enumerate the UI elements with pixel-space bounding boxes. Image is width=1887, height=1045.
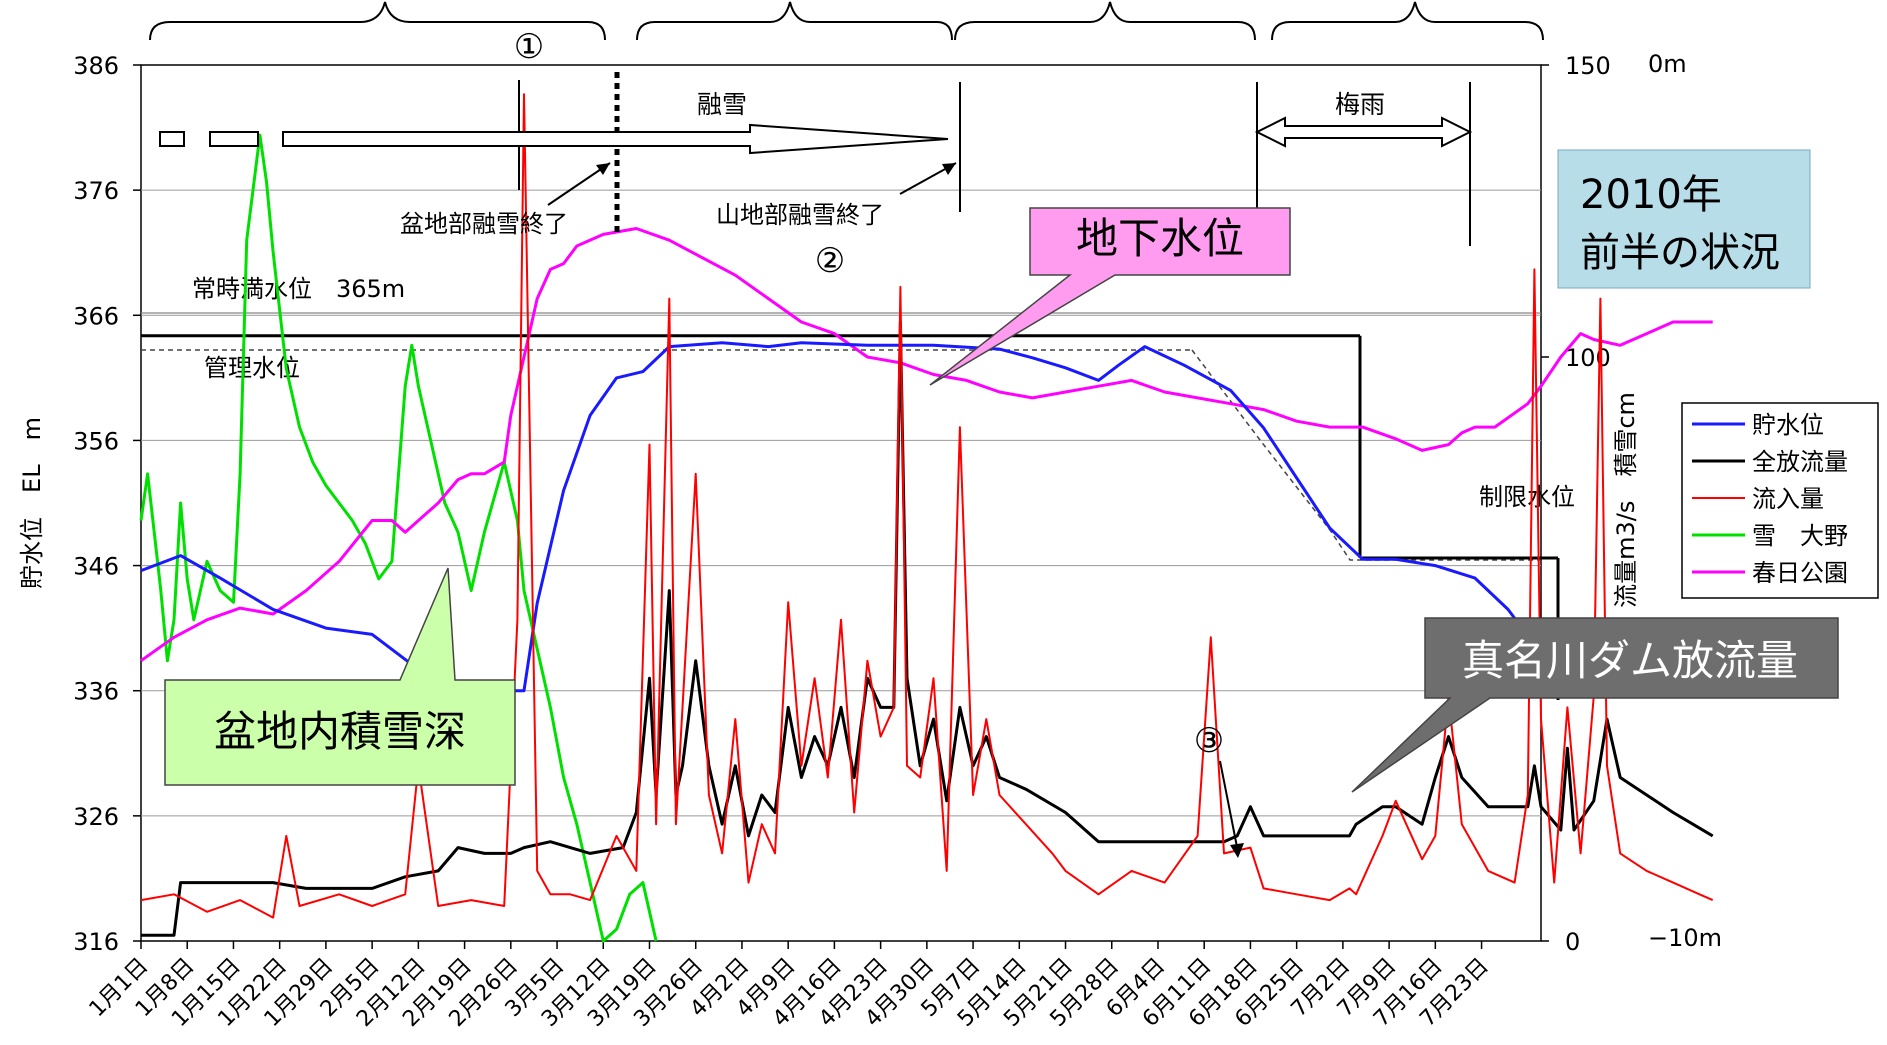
snowmelt-arrow <box>282 123 949 155</box>
callout-dam-release-shape <box>1351 617 1839 793</box>
callout-dam-release-text: 真名川ダム放流量 <box>1462 636 1798 685</box>
series-line-2 <box>140 93 1714 919</box>
legend-label: 雪 大野 <box>1752 522 1848 550</box>
x-axis-labels: 1月1日1月8日1月15日1月22日1月29日2月5日2月12日2月19日2月2… <box>85 954 1494 1032</box>
basin-melt-end-label: 盆地部融雪終了 <box>400 210 568 238</box>
depth-label-bottom: −10m <box>1648 924 1722 952</box>
dash-box-1 <box>159 131 185 147</box>
y-axis-right-label: 流量m3/s 積雪cm <box>1612 392 1640 608</box>
snowmelt-label: 融雪 <box>697 90 747 119</box>
depth-label-top: 0m <box>1648 50 1687 78</box>
series-line-3 <box>139 133 658 943</box>
callout-groundwater: 地下水位 <box>929 207 1291 386</box>
y-left-tick-label: 376 <box>73 177 119 205</box>
legend-label: 全放流量 <box>1752 448 1848 476</box>
marker-3-arrow <box>1219 760 1239 853</box>
rainy-season-arrow <box>1254 116 1473 148</box>
title-line-2: 前半の状況 <box>1580 230 1780 276</box>
y-right-tick-label: 0 <box>1565 928 1580 956</box>
legend-label: 貯水位 <box>1752 411 1824 439</box>
management-level-descent <box>1191 349 1541 561</box>
full-water-level-label: 常時満水位 365m <box>192 275 405 303</box>
plot-area <box>140 64 1542 949</box>
plot-frame <box>140 64 1542 942</box>
y-left-tick-label: 346 <box>73 553 119 581</box>
marker-number-3: ③ <box>1194 721 1224 761</box>
y-left-tick-label: 336 <box>73 678 119 706</box>
title-box-bg <box>1557 149 1811 289</box>
legend-label: 春日公園 <box>1752 559 1848 587</box>
y-axis-right: 0 100 150 <box>1541 52 1611 956</box>
event-markers: 融雪 梅雨 盆地部融雪終了 山地部融雪終了 ① ② ③ <box>159 27 1473 858</box>
mountain-melt-end-arrowhead <box>942 163 956 175</box>
series-line-1 <box>141 320 1714 937</box>
callout-groundwater-shape <box>929 207 1291 386</box>
callout-basin-snow-text: 盆地内積雪深 <box>214 707 466 756</box>
series-layer <box>139 93 1714 943</box>
legend-label: 流入量 <box>1752 485 1824 513</box>
marker-number-1: ① <box>514 27 544 67</box>
rainy-season-label: 梅雨 <box>1335 90 1385 119</box>
y-left-tick-label: 386 <box>73 52 119 80</box>
marker-3-arrowhead <box>1230 843 1244 858</box>
callout-basin-snow: 盆地内積雪深 <box>164 567 516 786</box>
callout-dam-release: 真名川ダム放流量 <box>1351 617 1839 793</box>
title-box: 2010年 前半の状況 <box>1557 149 1811 289</box>
y-right-tick-label: 150 <box>1565 52 1611 80</box>
y-axis-left: 316 326 336 346 356 366 376 386 <box>73 52 141 956</box>
dash-box-2 <box>209 131 259 147</box>
x-ticks <box>140 941 1483 949</box>
mountain-melt-end-label: 山地部融雪終了 <box>716 201 884 229</box>
legend-frame <box>1681 402 1879 599</box>
y-left-tick-label: 366 <box>73 302 119 330</box>
marker-number-2: ② <box>815 241 845 281</box>
top-braces <box>149 1 1544 41</box>
limit-level-label: 制限水位 <box>1479 483 1575 511</box>
basin-melt-end-arrowhead <box>596 163 610 175</box>
y-axis-left-label: 貯水位 EL m <box>18 417 46 589</box>
y-right-tick-label: 100 <box>1565 344 1611 372</box>
callout-basin-snow-shape <box>164 567 516 786</box>
callout-groundwater-text: 地下水位 <box>1076 214 1244 263</box>
y-left-tick-label: 316 <box>73 928 119 956</box>
y-left-tick-label: 356 <box>73 427 119 455</box>
y-left-tick-label: 326 <box>73 803 119 831</box>
title-line-1: 2010年 <box>1580 172 1722 218</box>
